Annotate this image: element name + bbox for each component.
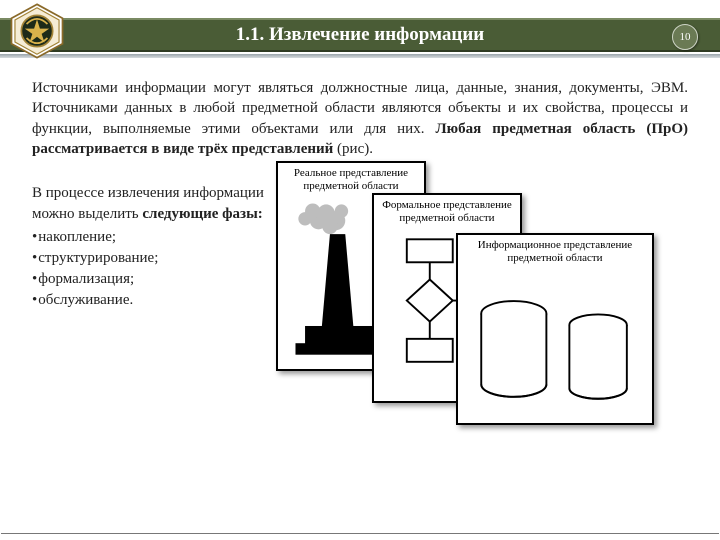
list-item: обслуживание. <box>32 290 272 311</box>
card-informational-representation: Информационное представление предметной … <box>456 233 654 425</box>
slide-content: Источниками информации могут являться до… <box>0 58 720 451</box>
list-item: формализация; <box>32 269 272 290</box>
list-item: накопление; <box>32 227 272 248</box>
slide-header: 1.1. Извлечение информации 10 <box>0 0 720 58</box>
phases-intro-bold: следующие фазы: <box>139 206 263 222</box>
list-item: структурирование; <box>32 248 272 269</box>
card-title: Реальное представление предметной област… <box>278 163 424 196</box>
page-number-badge: 10 <box>672 24 698 50</box>
card-title: Информационное представление предметной … <box>458 235 652 268</box>
card-title: Формальное представление предметной обла… <box>374 195 520 228</box>
content-row: В процессе извлечения информации можно в… <box>32 183 688 451</box>
phases-block: В процессе извлечения информации можно в… <box>32 183 272 451</box>
intro-text-2: (рис). <box>337 141 373 157</box>
intro-paragraph: Источниками информации могут являться до… <box>32 78 688 159</box>
header-shadow <box>0 54 720 58</box>
diagram-area: Реальное представление предметной област… <box>276 161 688 451</box>
phases-list: накопление; структурирование; формализац… <box>32 227 272 311</box>
phases-intro: В процессе извлечения информации можно в… <box>32 183 272 225</box>
slide-title: 1.1. Извлечение информации <box>0 24 720 46</box>
bottom-divider <box>1 533 719 534</box>
card-body-databases <box>464 279 646 417</box>
